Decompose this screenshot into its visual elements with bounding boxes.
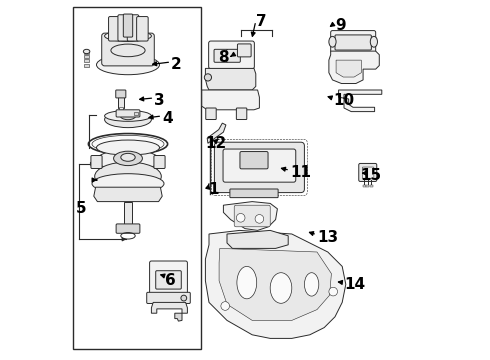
FancyBboxPatch shape <box>223 149 296 182</box>
Text: 3: 3 <box>154 93 165 108</box>
Bar <box>124 202 132 230</box>
Ellipse shape <box>95 162 161 191</box>
Ellipse shape <box>329 36 336 47</box>
Bar <box>363 185 366 187</box>
Text: 10: 10 <box>333 93 354 108</box>
Bar <box>84 59 89 62</box>
FancyBboxPatch shape <box>215 142 304 193</box>
FancyBboxPatch shape <box>91 156 102 168</box>
FancyBboxPatch shape <box>147 292 190 303</box>
Text: 9: 9 <box>335 18 345 33</box>
Text: 14: 14 <box>344 277 365 292</box>
Ellipse shape <box>237 266 257 299</box>
Polygon shape <box>205 68 256 90</box>
Text: 15: 15 <box>360 168 381 183</box>
Text: 4: 4 <box>162 111 173 126</box>
Polygon shape <box>339 90 382 112</box>
Polygon shape <box>175 313 182 321</box>
Bar <box>84 55 89 58</box>
Bar <box>84 51 89 54</box>
FancyBboxPatch shape <box>206 108 216 120</box>
Text: 2: 2 <box>171 57 182 72</box>
Bar <box>73 7 201 349</box>
FancyBboxPatch shape <box>127 15 139 41</box>
Text: 13: 13 <box>317 230 338 245</box>
FancyBboxPatch shape <box>116 224 140 233</box>
Circle shape <box>255 215 264 223</box>
FancyBboxPatch shape <box>363 167 374 179</box>
Ellipse shape <box>104 111 151 127</box>
Ellipse shape <box>92 135 164 153</box>
Polygon shape <box>219 248 331 320</box>
FancyBboxPatch shape <box>214 49 228 62</box>
Bar <box>118 97 123 108</box>
Polygon shape <box>227 230 288 248</box>
Bar <box>370 185 373 187</box>
Ellipse shape <box>104 111 151 121</box>
Ellipse shape <box>304 273 319 296</box>
Circle shape <box>204 74 212 81</box>
Ellipse shape <box>104 31 151 41</box>
Ellipse shape <box>97 150 160 171</box>
Text: 12: 12 <box>205 136 227 152</box>
FancyBboxPatch shape <box>238 44 251 57</box>
Bar <box>367 185 369 187</box>
Circle shape <box>181 295 187 301</box>
FancyBboxPatch shape <box>116 90 126 98</box>
Polygon shape <box>207 123 226 143</box>
Ellipse shape <box>121 153 135 161</box>
Text: 1: 1 <box>208 181 219 197</box>
Ellipse shape <box>111 44 145 57</box>
FancyBboxPatch shape <box>137 17 148 41</box>
FancyBboxPatch shape <box>331 31 376 53</box>
FancyBboxPatch shape <box>209 41 254 69</box>
Ellipse shape <box>92 174 164 194</box>
Polygon shape <box>94 187 162 202</box>
FancyBboxPatch shape <box>156 271 181 289</box>
Ellipse shape <box>120 111 136 120</box>
FancyBboxPatch shape <box>118 15 129 41</box>
FancyBboxPatch shape <box>123 14 133 37</box>
Text: 5: 5 <box>76 201 86 216</box>
Polygon shape <box>223 202 277 230</box>
Circle shape <box>221 302 229 310</box>
Text: 6: 6 <box>165 273 176 288</box>
Ellipse shape <box>270 273 292 303</box>
FancyBboxPatch shape <box>149 261 187 297</box>
Ellipse shape <box>370 36 377 47</box>
Ellipse shape <box>83 49 90 54</box>
Circle shape <box>236 213 245 222</box>
FancyBboxPatch shape <box>116 110 140 117</box>
Ellipse shape <box>97 140 160 155</box>
FancyBboxPatch shape <box>109 17 120 41</box>
FancyBboxPatch shape <box>230 189 278 198</box>
FancyBboxPatch shape <box>240 152 268 169</box>
FancyBboxPatch shape <box>102 33 154 66</box>
Polygon shape <box>151 302 187 313</box>
FancyBboxPatch shape <box>236 108 247 120</box>
Bar <box>119 107 122 113</box>
Bar <box>134 112 138 115</box>
Circle shape <box>329 287 338 296</box>
Ellipse shape <box>114 151 143 166</box>
FancyBboxPatch shape <box>359 163 377 181</box>
Ellipse shape <box>97 55 160 75</box>
Polygon shape <box>336 60 361 77</box>
FancyBboxPatch shape <box>154 156 165 168</box>
Text: 8: 8 <box>218 50 229 65</box>
Polygon shape <box>329 51 379 84</box>
Text: 11: 11 <box>290 165 311 180</box>
Text: 7: 7 <box>256 14 267 29</box>
FancyBboxPatch shape <box>227 49 240 62</box>
FancyBboxPatch shape <box>335 35 371 50</box>
FancyBboxPatch shape <box>234 205 270 227</box>
Polygon shape <box>205 230 346 338</box>
Bar <box>84 64 89 67</box>
Polygon shape <box>202 90 259 110</box>
